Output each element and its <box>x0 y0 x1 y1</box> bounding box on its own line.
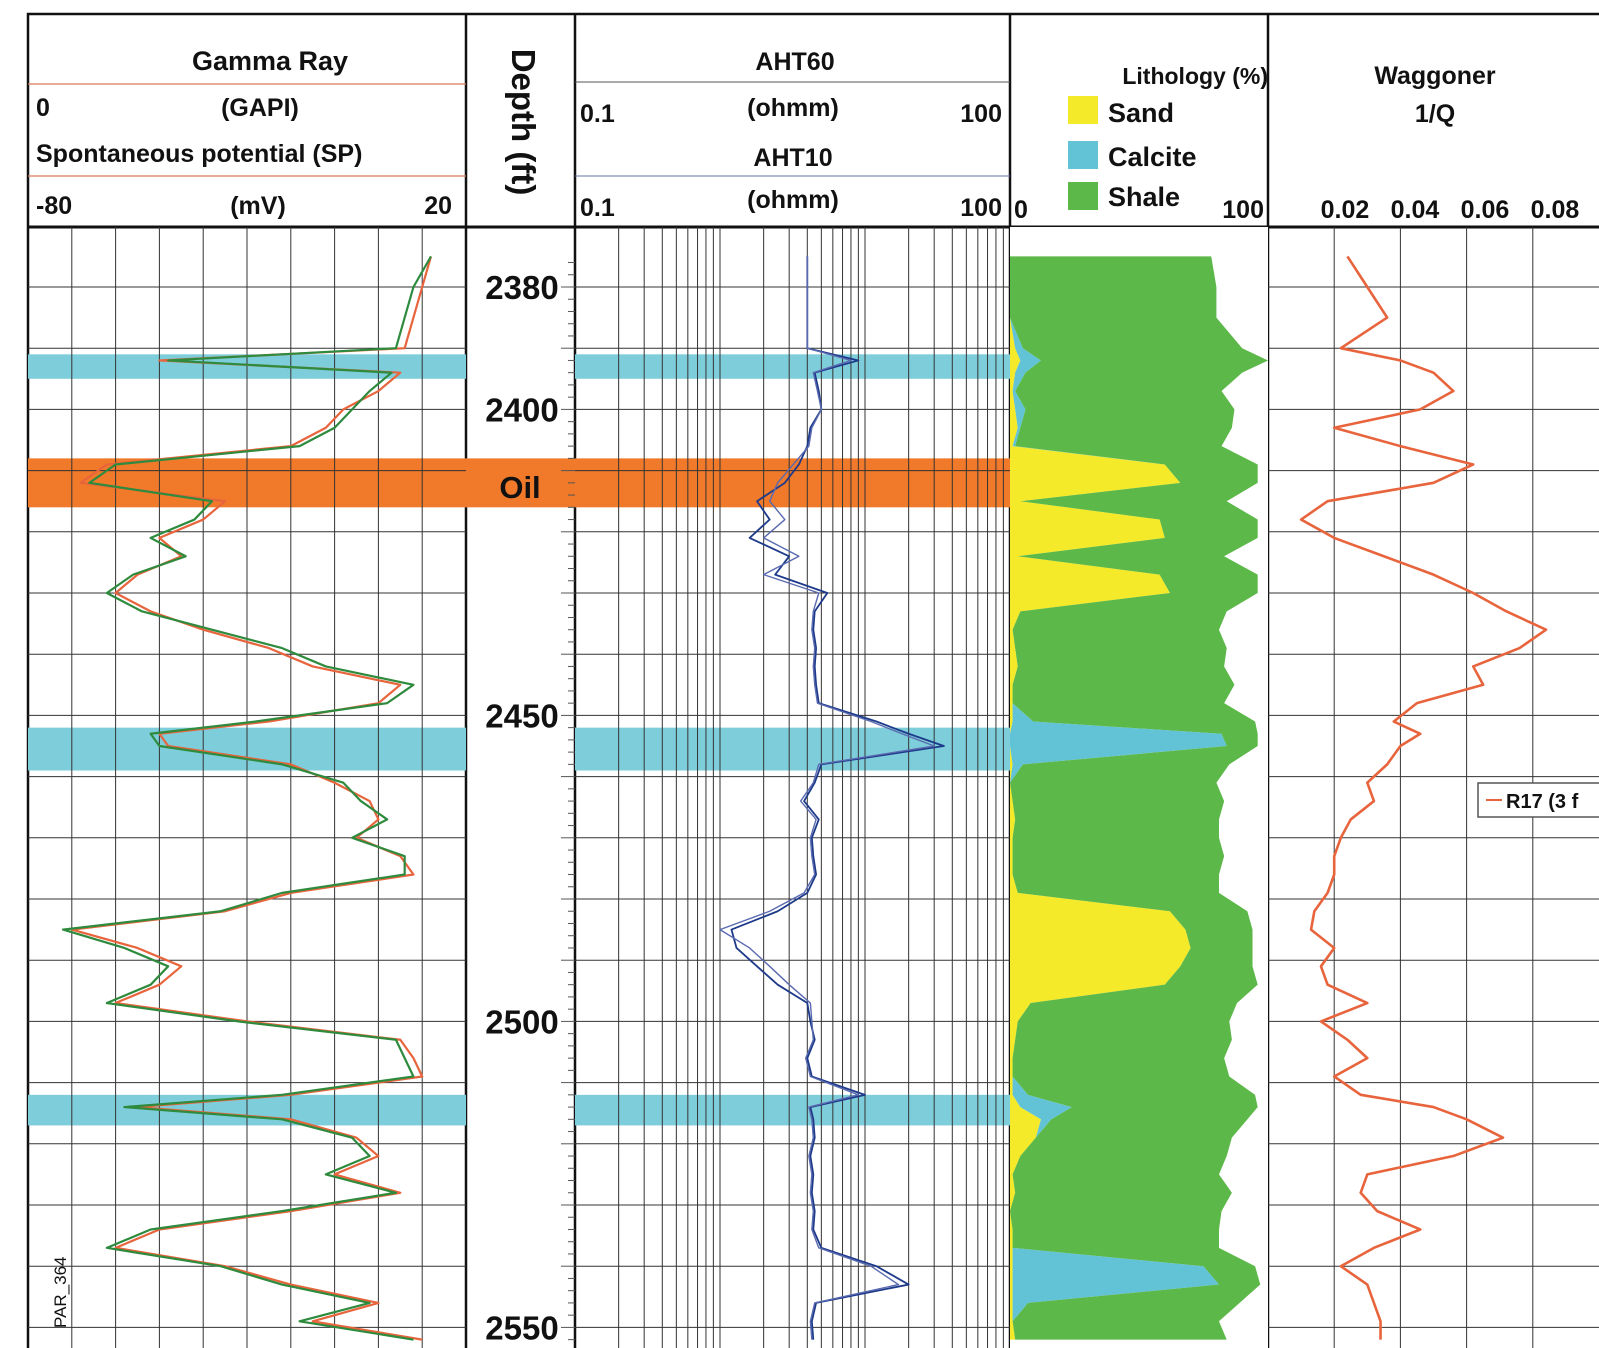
sp-curve <box>61 255 432 1341</box>
figure-tag: PAR_364 <box>51 1256 70 1328</box>
calcite-zone-band <box>575 354 1010 379</box>
legend-swatch-calcite <box>1068 141 1098 169</box>
depth-tick-label: 2450 <box>485 697 558 734</box>
depth-tick-label: 2380 <box>485 269 558 306</box>
waggoner-legend-label: R17 (3 f <box>1506 791 1579 813</box>
waggoner-tick-label: 0.04 <box>1391 196 1440 224</box>
legend-label-sand: Sand <box>1108 98 1174 128</box>
depth-axis: 2380 2400 2450 2500 2550 <box>485 262 575 1346</box>
gamma-header: Gamma Ray 0 (GAPI) Spontaneous potential… <box>36 46 452 220</box>
calcite-area <box>1010 256 1227 1340</box>
aht10-curve <box>719 256 935 1340</box>
waggoner-subtitle: 1/Q <box>1415 100 1455 128</box>
lithology-header: Lithology (%) Sand Calcite Shale 0 100 <box>1014 63 1268 224</box>
lithology-max-label: 100 <box>1222 196 1264 224</box>
depth-title: Depth (ft) <box>505 49 542 196</box>
aht60-title: AHT60 <box>755 48 834 76</box>
legend-label-shale: Shale <box>1108 182 1180 212</box>
legend-swatch-sand <box>1068 96 1098 124</box>
aht60-unit: (ohmm) <box>747 94 839 122</box>
waggoner-curve <box>1299 255 1548 1340</box>
depth-tick-label: 2400 <box>485 391 558 428</box>
waggoner-tick-label: 0.06 <box>1461 196 1510 224</box>
gamma-title: Gamma Ray <box>192 46 348 76</box>
log-curves <box>61 255 1548 1341</box>
gamma-ray-curve <box>70 256 433 1341</box>
oil-zone-band <box>575 458 1010 508</box>
calcite-zone-band <box>575 1094 1010 1126</box>
calcite-zone-band <box>575 727 1010 771</box>
waggoner-tick-label: 0.02 <box>1321 196 1370 224</box>
sp-min-label: -80 <box>36 192 72 220</box>
waggoner-title: Waggoner <box>1374 62 1496 90</box>
legend-swatch-shale <box>1068 182 1098 210</box>
aht10-unit: (ohmm) <box>747 186 839 214</box>
depth-tick-label: 2500 <box>485 1003 558 1040</box>
lithology-min-label: 0 <box>1014 196 1028 224</box>
aht10-max-label: 100 <box>960 194 1002 222</box>
aht60-min-label: 0.1 <box>580 100 615 128</box>
aht60-max-label: 100 <box>960 100 1002 128</box>
legend-label-calcite: Calcite <box>1108 142 1197 172</box>
waggoner-tick-label: 0.08 <box>1531 196 1580 224</box>
oil-label: Oil <box>499 470 540 505</box>
waggoner-legend: R17 (3 f <box>1477 782 1599 818</box>
depth-tick-label: 2550 <box>485 1309 558 1346</box>
waggoner-header: Waggoner 1/Q 0.02 0.04 0.06 0.08 <box>1321 62 1580 224</box>
shale-area <box>1010 256 1268 1340</box>
resistivity-header: AHT60 0.1 (ohmm) 100 AHT10 0.1 (ohmm) 10… <box>580 48 1002 222</box>
sand-area <box>1010 256 1191 1340</box>
aht60-curve <box>730 256 945 1340</box>
lithology-fills <box>1010 227 1268 1348</box>
gamma-unit: (GAPI) <box>221 94 299 122</box>
grid-lines <box>28 227 1599 1348</box>
sp-unit: (mV) <box>230 192 286 220</box>
depth-header: Depth (ft) <box>505 49 542 196</box>
oil-zone-band <box>466 458 575 508</box>
lithology-title: Lithology (%) <box>1122 63 1268 89</box>
aht10-min-label: 0.1 <box>580 194 615 222</box>
gamma-min-label: 0 <box>36 94 50 122</box>
sp-title: Spontaneous potential (SP) <box>36 140 362 168</box>
aht10-title: AHT10 <box>753 144 832 172</box>
sp-max-label: 20 <box>424 192 452 220</box>
